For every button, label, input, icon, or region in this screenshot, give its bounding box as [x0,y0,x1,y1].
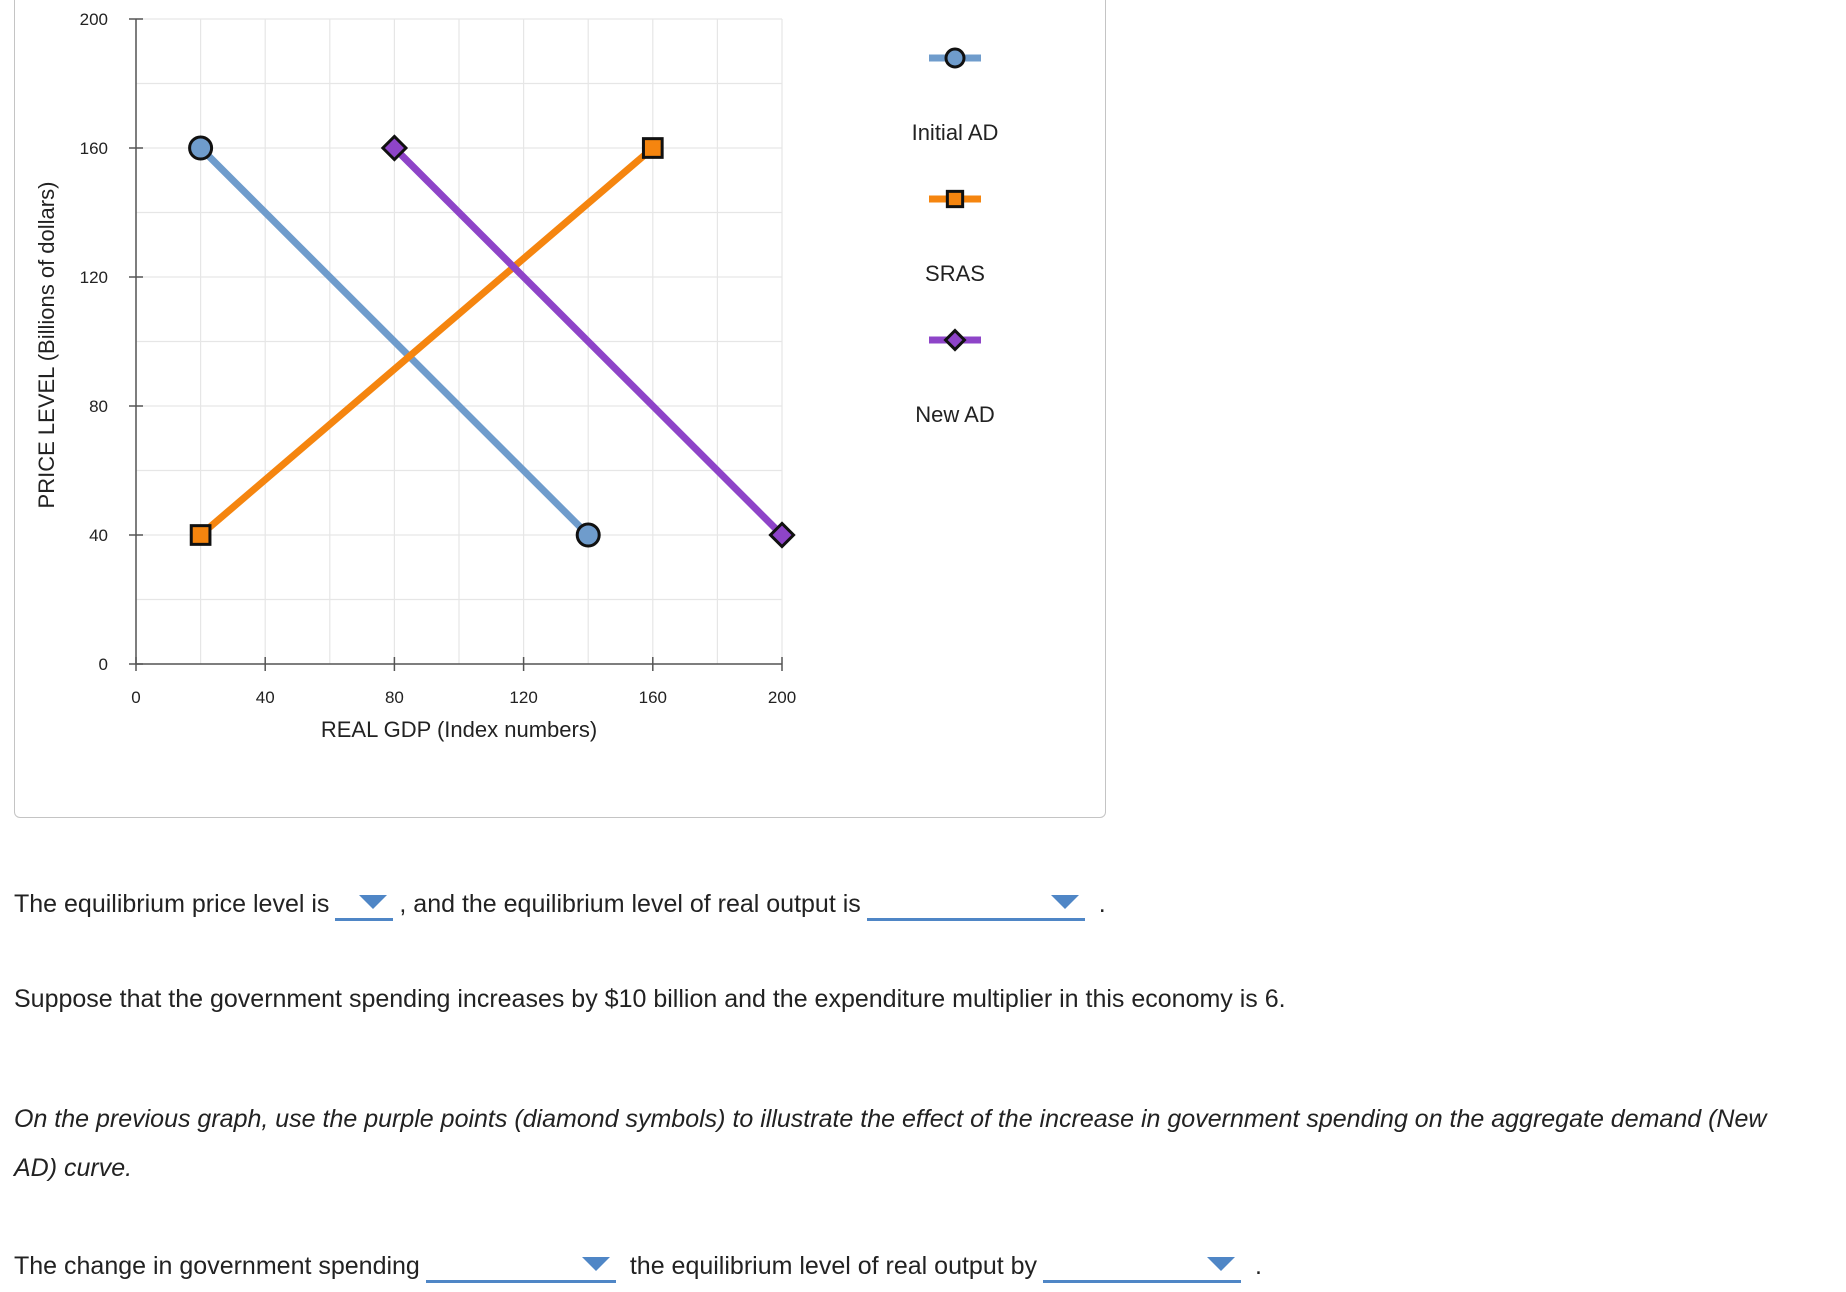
q4-period: . [1255,1252,1262,1280]
y-tick-label: 80 [89,397,108,416]
output-change-dropdown[interactable] [1043,1250,1242,1283]
question-change: The change in government spending the equ… [14,1249,1262,1283]
chevron-down-icon [581,1257,610,1271]
q1-period: . [1098,890,1106,918]
y-tick-label: 120 [80,268,108,287]
q4-text-1: The change in government spending [14,1252,420,1280]
data-point-circle [575,522,601,548]
q1-text-1: The equilibrium price level is [14,890,330,918]
y-tick-label: 160 [80,139,108,158]
series-line-2 [391,145,785,538]
question-equilibrium: The equilibrium price level is , and the … [14,887,1106,921]
x-axis-label: REAL GDP (Index numbers) [321,717,597,742]
legend-label: New AD [915,402,994,427]
instruction-text: On the previous graph, use the purple po… [14,1105,1767,1182]
data-point-circle [188,135,214,161]
chart: 0 40 80 120 160 200 0 40 80 120 160 200 REAL GDP (In… [34,10,999,742]
x-tick-label: 160 [639,688,667,707]
chevron-down-icon [1207,1257,1236,1271]
q1-text-2: , and the equilibrium level of real outp… [399,890,861,918]
chevron-down-icon [359,895,388,909]
x-tick-label: 200 [768,688,796,707]
legend-marker-circle [944,47,966,69]
legend-marker-diamond [943,328,967,352]
equilibrium-output-dropdown[interactable] [866,888,1085,921]
x-tick-label: 120 [509,688,537,707]
y-tick-label: 200 [80,10,108,29]
series-line-0 [198,145,591,538]
chevron-down-icon [1050,895,1079,909]
data-point-diamond [380,134,409,162]
legend-marker-square [945,189,965,209]
equilibrium-price-dropdown[interactable] [335,888,394,921]
q4-text-2: the equilibrium level of real output by [629,1252,1038,1280]
x-tick-label: 80 [385,688,404,707]
graph-panel [14,0,1106,818]
question-government-spending: Suppose that the government spending inc… [14,985,1286,1013]
data-point-square [189,524,212,546]
legend-label: Initial AD [912,120,999,145]
x-tick-label: 40 [256,688,275,707]
data-point-square [641,137,664,159]
y-tick-label: 40 [89,526,108,545]
data-point-diamond [768,521,796,549]
series-line-1 [198,145,656,538]
spending-effect-dropdown[interactable] [425,1250,616,1283]
y-axis-label: PRICE LEVEL (Billions of dollars) [34,182,59,509]
x-tick-label: 0 [131,688,140,707]
y-tick-label: 0 [99,655,108,674]
legend-label: SRAS [925,261,985,286]
